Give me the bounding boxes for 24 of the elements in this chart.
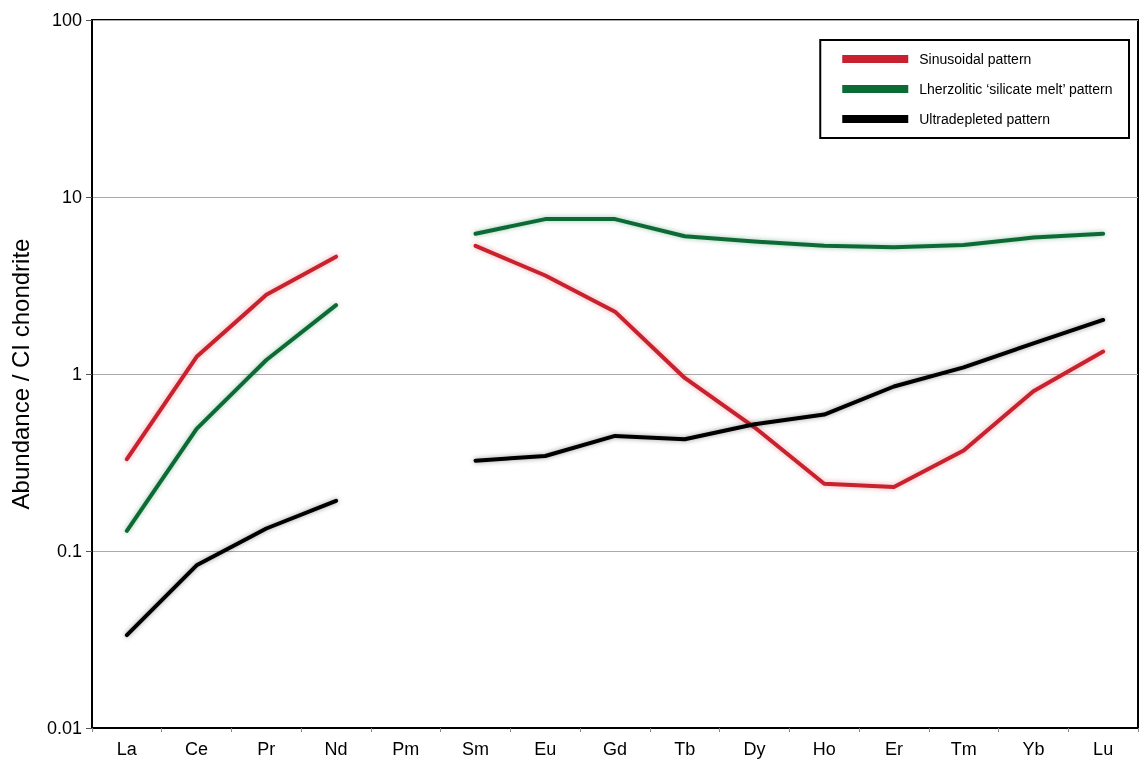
x-tick-label: Tb xyxy=(674,739,696,759)
x-tick-label: Gd xyxy=(602,739,628,759)
x-tick-label: Lu xyxy=(1093,739,1114,759)
x-tick-label: La xyxy=(116,739,138,759)
x-tick-label: Eu xyxy=(534,739,557,759)
legend-label: Sinusoidal pattern xyxy=(919,51,1032,67)
y-tick-label: 1 xyxy=(71,364,82,384)
legend-label: Lherzolitic ‘silicate melt’ pattern xyxy=(919,81,1113,97)
x-tick-label: Er xyxy=(884,739,903,759)
y-tick-label: 100 xyxy=(51,10,82,30)
y-tick-label: 10 xyxy=(61,187,82,207)
x-tick-label: Yb xyxy=(1022,739,1045,759)
x-tick-label: Ce xyxy=(185,739,209,759)
x-tick-label: Nd xyxy=(324,739,348,759)
legend-label: Ultradepleted pattern xyxy=(919,111,1051,127)
x-tick-label: Sm xyxy=(462,739,490,759)
x-tick-label: Pm xyxy=(392,739,420,759)
x-tick-label: Tm xyxy=(950,739,977,759)
x-tick-label: Ho xyxy=(812,739,836,759)
x-tick-label: Dy xyxy=(743,739,766,759)
y-tick-label: 0.01 xyxy=(46,718,82,738)
y-axis-title: Abundance / CI chondrite xyxy=(6,238,34,510)
y-tick-label: 0.1 xyxy=(56,541,82,561)
x-tick-label: Pr xyxy=(257,739,276,759)
